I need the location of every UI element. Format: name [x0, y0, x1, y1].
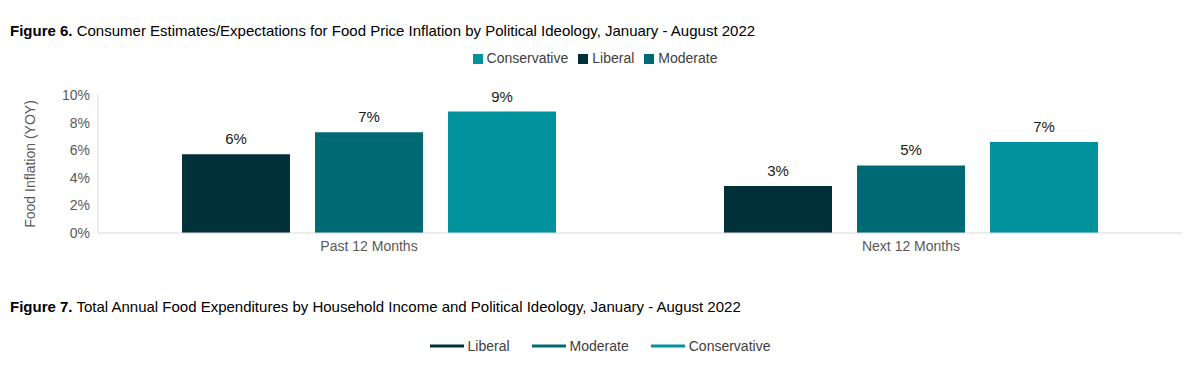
- svg-text:0%: 0%: [70, 225, 90, 241]
- svg-text:Next 12 Months: Next 12 Months: [862, 238, 960, 254]
- svg-text:9%: 9%: [491, 88, 513, 105]
- svg-text:7%: 7%: [1033, 118, 1055, 135]
- svg-text:5%: 5%: [900, 141, 922, 158]
- html-text:Figure 6. Consumer Estimates/E: Figure 6. Consumer Estimates/Expectation…: [10, 22, 756, 39]
- html-text:Figure 7. Total Annual Food Ex: Figure 7. Total Annual Food Expenditures…: [10, 298, 741, 315]
- svg-text:Food Inflation (YOY): Food Inflation (YOY): [22, 100, 38, 228]
- svg-text:Past 12 Months: Past 12 Months: [320, 238, 417, 254]
- svg-text:3%: 3%: [767, 162, 789, 179]
- html-text:Liberal: Liberal: [592, 50, 635, 66]
- svg-text:4%: 4%: [70, 170, 90, 186]
- html-text:Moderate: Moderate: [658, 50, 718, 66]
- html-text:Liberal: Liberal: [467, 338, 510, 354]
- svg-text:7%: 7%: [358, 108, 380, 125]
- svg-text:6%: 6%: [225, 130, 247, 147]
- svg-text:2%: 2%: [70, 197, 90, 213]
- svg-text:6%: 6%: [70, 142, 90, 158]
- html-text:Conservative: Conservative: [486, 50, 569, 66]
- svg-text:10%: 10%: [62, 87, 90, 103]
- html-text:Moderate: Moderate: [569, 338, 629, 354]
- html-text:Conservative: Conservative: [688, 338, 771, 354]
- svg-text:8%: 8%: [70, 115, 90, 131]
